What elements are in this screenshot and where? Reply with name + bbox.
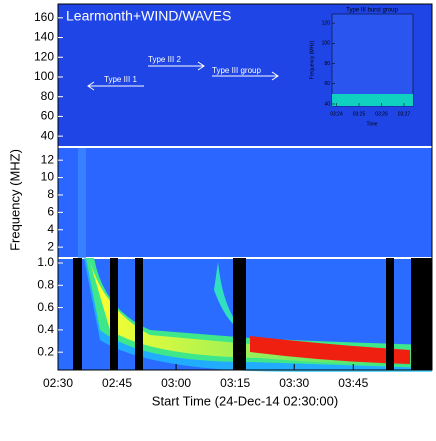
chart-title: Learmonth+WIND/WAVES [66,8,231,24]
x-tick-label: 02:30 [43,376,73,390]
inset-y-tick-label: 80 [324,61,330,67]
y-tick-label: 0.2 [37,344,54,358]
inset-x-tick-label: 03:27 [398,111,411,117]
y-tick-label: 0.8 [37,277,54,291]
plot-frame [57,3,433,371]
y-tick-label: 140 [34,30,54,44]
y-tick-label: 10 [41,170,55,184]
y-tick-label: 12 [41,152,55,166]
y-tick-label: 120 [34,49,54,63]
inset-title: Type III burst group [346,8,398,14]
inset-y-tick-label: 60 [324,81,330,87]
y-tick-label: 1.0 [37,255,54,269]
emission [214,262,240,330]
inset-emission [332,94,413,106]
inset-y-tick-label: 120 [322,20,331,26]
x-tick-label: 02:45 [102,376,132,390]
y-tick-label: 160 [34,10,54,24]
inset-plot [331,13,414,107]
x-axis-label: Start Time (24-Dec-14 02:30:00) [152,393,338,408]
y-axis-label: Frequency (MHZ) [7,149,22,251]
emission [250,336,410,364]
inset-x-tick-label: 03:25 [353,111,366,117]
inset-y-tick-label: 40 [324,101,330,107]
x-tick-label: 03:45 [338,376,368,390]
x-tick-label: 03:00 [161,376,191,390]
panel-bg [58,148,432,258]
y-tick-label: 100 [34,69,54,83]
annotation: Type III 1 [104,75,137,84]
y-tick-label: 60 [41,109,55,123]
inset-y-tick-label: 100 [322,41,331,47]
inset-x-tick-label: 03:26 [375,111,388,117]
data-gaps [73,258,432,370]
x-tick-label: 03:30 [279,376,309,390]
y-tick-label: 40 [41,128,55,142]
annotation: Type III 2 [148,55,181,64]
y-tick-label: 6 [47,205,54,219]
y-tick-label: 0.6 [37,300,54,314]
burst-trace [78,148,86,258]
annotation-arrows [87,61,279,91]
y-tick-label: 0.4 [37,322,54,336]
annotation: Type III group [212,66,261,75]
y-tick-label: 8 [47,187,54,201]
inset-xlabel: Time [367,121,378,127]
inset-x-tick-label: 03:24 [330,111,343,117]
x-tick-label: 03:15 [220,376,250,390]
inset-ylabel: Frequency (MHz) [309,40,315,79]
emission [90,262,420,366]
y-tick-label: 4 [47,222,54,236]
y-tick-label: 80 [41,89,55,103]
y-tick-label: 2 [47,239,54,253]
